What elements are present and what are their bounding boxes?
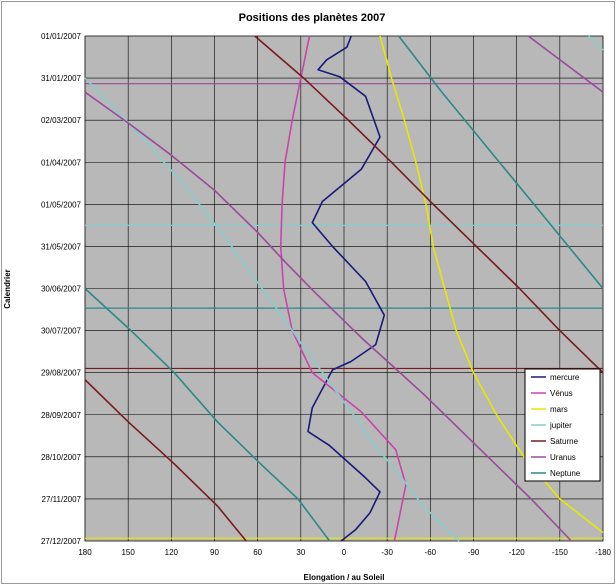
x-tick-label: 150 (121, 548, 135, 557)
x-tick-label: 180 (78, 548, 92, 557)
series-line-mars (379, 35, 604, 534)
x-tick-label: -60 (425, 548, 437, 557)
series-line-vénus (279, 35, 407, 542)
series-line-uranus (84, 91, 572, 542)
x-tick-label: 120 (165, 548, 179, 557)
y-tick-label: 02/03/2007 (41, 116, 82, 125)
x-tick-label: -120 (509, 548, 526, 557)
legend: mercure Vénus mars jupiter Saturne Uranus Nept… (524, 368, 601, 482)
x-tick-label: 0 (342, 548, 347, 557)
x-tick-label: -30 (381, 548, 393, 557)
y-tick-label: 28/09/2007 (41, 411, 82, 420)
x-axis-ticks: 180 150 120 90 60 30 0 -30 -60 -90 -120 -150 -180 (78, 548, 611, 557)
y-tick-label: 01/05/2007 (41, 200, 82, 209)
series-line-jupiter (84, 77, 460, 542)
x-tick-label: -150 (552, 548, 569, 557)
y-tick-label: 28/10/2007 (41, 453, 82, 462)
y-tick-label: 01/04/2007 (41, 158, 82, 167)
chart-title: Positions des planètes 2007 (239, 12, 386, 24)
legend-label: Vénus (550, 389, 573, 398)
y-axis-label: Calendrier (3, 269, 12, 309)
x-tick-label: 90 (210, 548, 219, 557)
x-tick-label: 60 (253, 548, 262, 557)
series-line-neptune (398, 35, 604, 290)
y-axis-ticks: 01/01/2007 31/01/2007 02/03/2007 01/04/2007… (41, 32, 82, 546)
series-line-mercure (307, 35, 386, 542)
legend-label: Saturne (550, 437, 579, 446)
x-tick-label: -90 (468, 548, 480, 557)
grid (84, 35, 604, 542)
y-tick-label: 31/05/2007 (41, 242, 82, 251)
y-tick-label: 31/01/2007 (41, 74, 82, 83)
series-line-saturne (84, 379, 247, 542)
y-tick-label: 27/12/2007 (41, 537, 82, 546)
series-line-saturne (254, 35, 604, 374)
legend-label: mars (550, 405, 568, 414)
legend-label: jupiter (549, 421, 572, 430)
series-lines (84, 35, 604, 542)
legend-label: mercure (550, 373, 580, 382)
y-tick-label: 27/11/2007 (42, 495, 82, 504)
series-line-neptune (84, 287, 331, 542)
x-tick-label: -180 (595, 548, 612, 557)
series-line-uranus (527, 35, 604, 93)
x-axis-label: Elongation / au Soleil (304, 573, 385, 582)
y-tick-label: 30/06/2007 (41, 285, 82, 294)
y-tick-label: 29/08/2007 (41, 369, 82, 378)
y-tick-label: 01/01/2007 (41, 32, 82, 41)
legend-label: Uranus (550, 453, 576, 462)
series-line-jupiter (588, 35, 604, 51)
legend-label: Neptune (550, 469, 581, 478)
y-tick-label: 30/07/2007 (41, 327, 82, 336)
x-tick-label: 30 (296, 548, 305, 557)
